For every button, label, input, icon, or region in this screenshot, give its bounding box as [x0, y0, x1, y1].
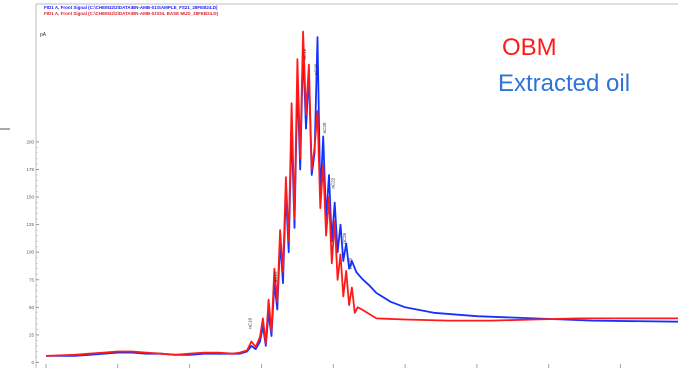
peak-label: nC18	[313, 64, 318, 75]
peak-label: nC13	[273, 271, 278, 282]
peak-label: nC22	[331, 177, 336, 188]
y-tick-label: 0	[31, 360, 34, 365]
y-tick-label: 50	[29, 305, 35, 310]
peak-label: nC20	[322, 122, 327, 133]
y-tick-label: 25	[29, 332, 35, 337]
legend-entry-obm: OBM	[502, 34, 557, 61]
peak-label: nC26	[342, 232, 347, 243]
series-layer	[45, 30, 678, 357]
peak-label: nC28	[348, 258, 353, 269]
y-tick-label: 150	[26, 195, 34, 200]
peak-label-layer: nC10 nC13 nC16 nC18 nC20 nC22 nC26 nC28	[247, 48, 353, 328]
signal-file-line-obm: FID1 A, Front Signal (C:\CHEM32\2\DATA\B…	[44, 11, 219, 16]
y-tick-label: 100	[26, 250, 34, 255]
y-axis-label: pA	[40, 32, 47, 38]
y-tick-label: 200	[26, 139, 34, 144]
y-tick-label: 175	[26, 167, 34, 172]
axes-layer: 0 25 50 75 100 125 150 175 200	[26, 139, 621, 368]
legend-entry-extracted-oil: Extracted oil	[498, 70, 631, 97]
peak-label: nC10	[247, 317, 252, 328]
peak-label: nC16	[302, 48, 307, 59]
signal-file-line-sample: FID1 A, Front Signal (C:\CHEM32\2\DATA\B…	[44, 5, 218, 10]
y-tick-label: 125	[26, 222, 34, 227]
series-line-obm	[45, 30, 678, 357]
y-tick-label: 75	[29, 277, 35, 282]
